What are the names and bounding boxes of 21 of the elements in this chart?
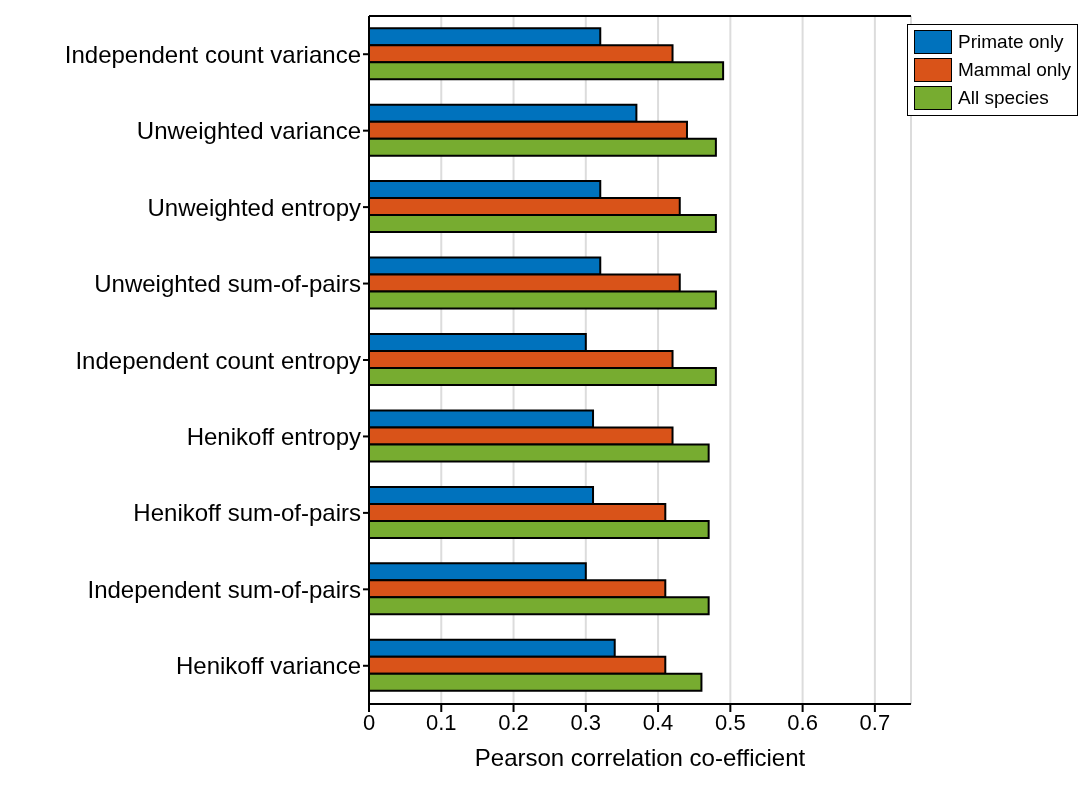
x-tick-label: 0.1 (425, 709, 457, 735)
legend-label: Mammal only (958, 59, 1071, 81)
y-tick-label: Independent count entropy (75, 346, 361, 374)
x-tick-label: 0.4 (642, 709, 674, 735)
y-tick-label: Henikoff sum-of-pairs (133, 499, 361, 527)
legend-label: Primate only (958, 31, 1064, 53)
y-tick-label: Independent sum-of-pairs (87, 575, 361, 603)
y-tick-label: Unweighted entropy (147, 193, 361, 221)
x-tick-label: 0.6 (787, 709, 818, 735)
y-tick-label: Unweighted variance (136, 117, 361, 145)
x-tick-label: 0.2 (498, 709, 529, 735)
legend-label: All species (958, 87, 1049, 109)
y-tick-label: Henikoff entropy (186, 422, 361, 450)
x-tick-label: 0.5 (715, 709, 746, 735)
x-tick-label: 0.7 (859, 709, 891, 735)
x-tick-label: 0.3 (570, 709, 602, 735)
y-tick-label: Independent count variance (64, 40, 361, 68)
x-tick-label: 0 (362, 709, 376, 735)
x-axis-title: Pearson correlation co-efficient (474, 744, 806, 771)
y-tick-label: Henikoff variance (176, 652, 361, 680)
y-tick-label: Unweighted sum-of-pairs (94, 270, 361, 298)
